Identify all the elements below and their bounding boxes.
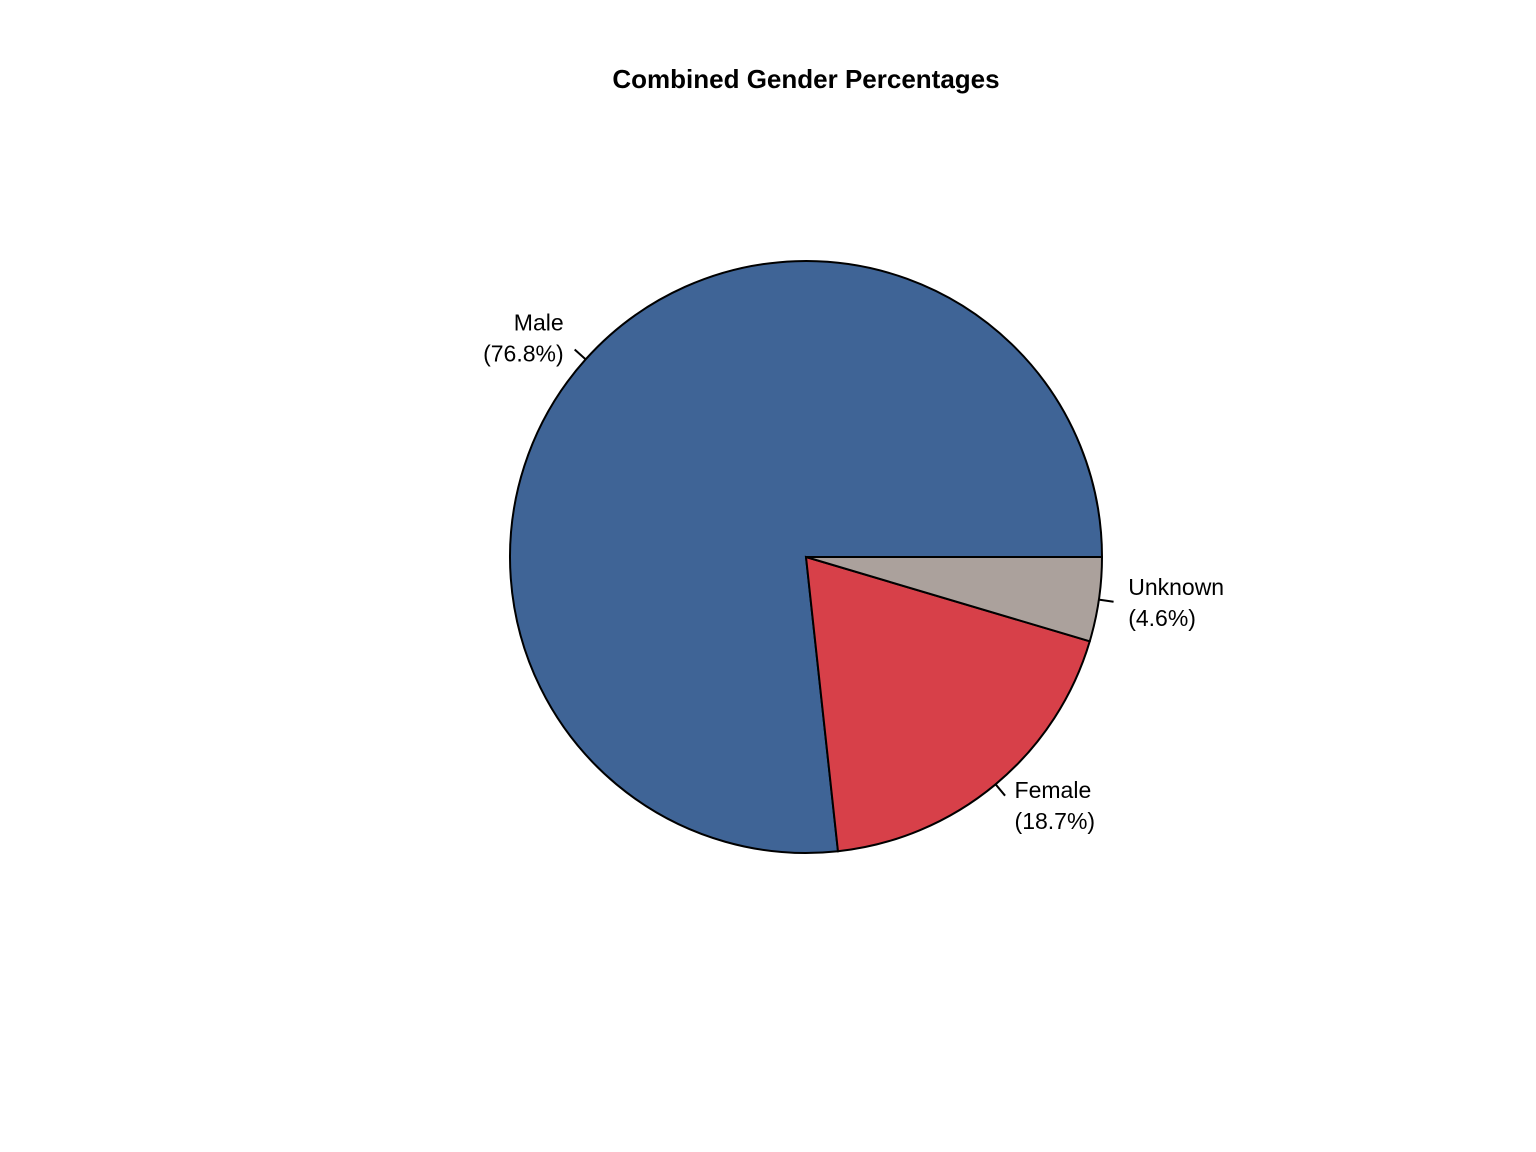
slice-value-label: (76.8%)	[483, 341, 564, 367]
slice-label: Female	[1015, 777, 1092, 803]
slice-label: Unknown	[1128, 574, 1224, 600]
slice-label: Male	[514, 310, 564, 336]
chart-title: Combined Gender Percentages	[612, 64, 999, 94]
pie-slice	[804, 555, 1091, 853]
pie-slice	[509, 260, 1104, 854]
label-tick	[573, 348, 587, 361]
slice-value-label: (18.7%)	[1015, 808, 1096, 834]
label-tick	[1098, 598, 1114, 603]
slice-value-label: (4.6%)	[1128, 605, 1196, 631]
label-tick	[994, 783, 1006, 797]
